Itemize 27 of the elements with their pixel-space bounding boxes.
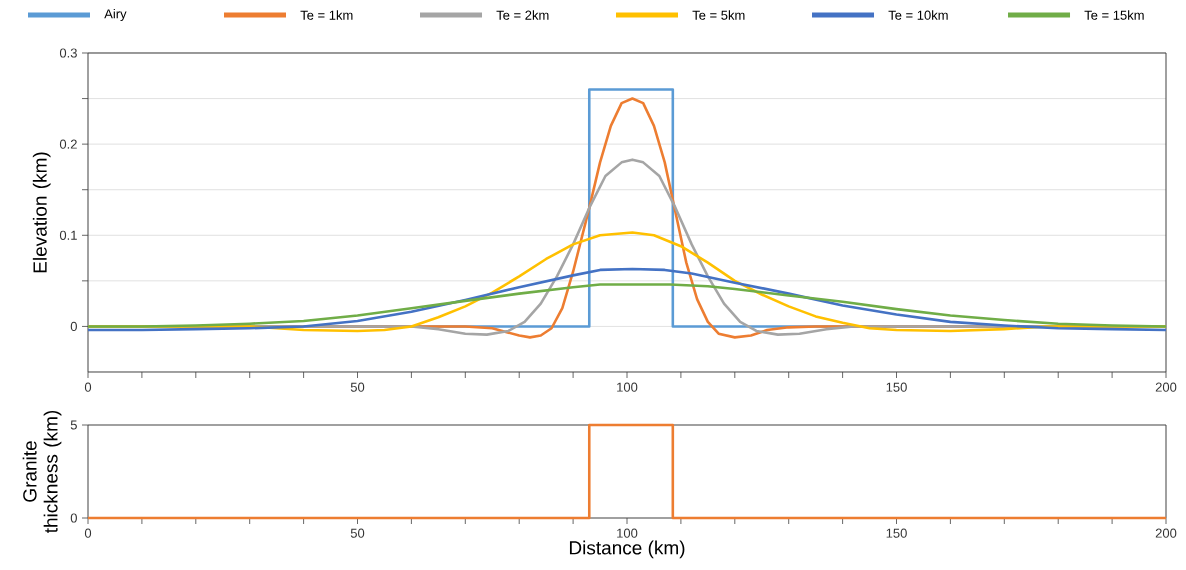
x-tick-label: 0 — [84, 528, 92, 538]
legend-label: Te = 10km — [888, 10, 948, 20]
x-axis-title: Distance (km) — [569, 540, 685, 559]
legend-label: Te = 1km — [300, 10, 353, 20]
y-tick-label: 0 — [70, 321, 77, 332]
legend-label: Te = 2km — [496, 10, 549, 20]
y-tick-label: 0 — [70, 513, 77, 523]
legend-label: Airy — [104, 8, 127, 22]
line-series — [86, 267, 1168, 332]
x-tick-label: 150 — [886, 528, 907, 538]
y-axis-title: Granite thickness (km) — [22, 410, 62, 533]
x-tick-label: 100 — [617, 382, 638, 392]
x-tick-label: 200 — [1155, 528, 1177, 538]
x-tick-label: 200 — [1155, 382, 1177, 392]
x-tick-label: 100 — [617, 528, 638, 538]
x-tick-label: 150 — [886, 382, 907, 392]
x-tick-label: 0 — [84, 382, 92, 392]
x-tick-label: 50 — [350, 528, 365, 538]
legend-label: Te = 5km — [692, 10, 745, 20]
y-tick-label: 0.2 — [59, 139, 77, 149]
x-tick-label: 50 — [350, 382, 365, 392]
y-tick-label: 0.3 — [59, 48, 77, 58]
line-series — [86, 283, 1168, 328]
legend-label: Te = 15km — [1084, 10, 1144, 20]
y-tick-label: 5 — [70, 420, 77, 430]
y-tick-label: 0.1 — [59, 230, 77, 240]
y-axis-title: Elevation (km) — [32, 152, 51, 273]
